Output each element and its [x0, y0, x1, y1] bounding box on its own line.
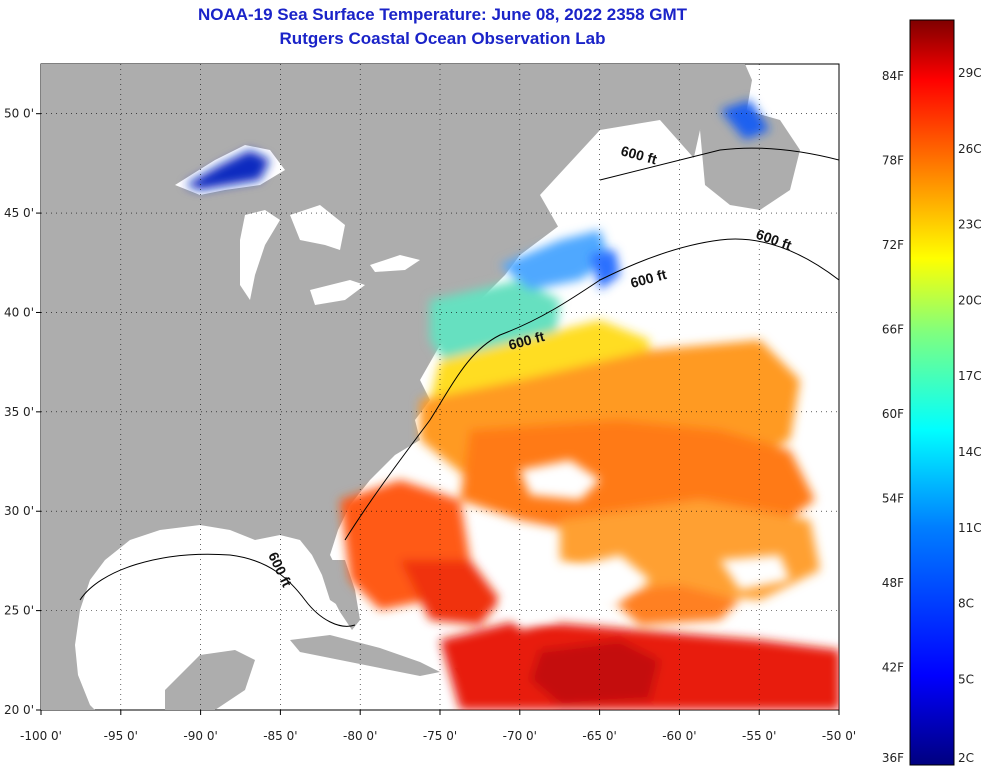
lon-tick-label: -60 0' [662, 729, 696, 743]
colorbar-c-label: 17C [958, 369, 982, 383]
colorbar-c-label: 5C [958, 672, 974, 686]
colorbar-f-label: 72F [882, 238, 904, 252]
colorbar-c-label: 20C [958, 293, 982, 307]
colorbar-c-label: 14C [958, 445, 982, 459]
lat-tick-label: 25 0' [4, 604, 34, 618]
lon-tick-label: -80 0' [343, 729, 377, 743]
lon-tick-label: -85 0' [263, 729, 297, 743]
lat-tick-label: 45 0' [4, 206, 34, 220]
lat-tick-label: 50 0' [4, 107, 34, 121]
lat-tick-label: 30 0' [4, 504, 34, 518]
lon-tick-label: -70 0' [503, 729, 537, 743]
cold-water [185, 100, 770, 290]
lon-tick-label: -95 0' [104, 729, 138, 743]
colorbar-f-label: 66F [882, 323, 904, 337]
lat-tick-label: 20 0' [4, 703, 34, 717]
land-newfoundland [700, 110, 800, 210]
map-subtitle: Rutgers Coastal Ocean Observation Lab [279, 29, 606, 48]
colorbar-c-label: 23C [958, 218, 982, 232]
lon-tick-label: -90 0' [183, 729, 217, 743]
map-content [41, 64, 839, 710]
great-lakes [175, 145, 420, 305]
land-north-america [41, 64, 752, 710]
land-yucatan [165, 650, 255, 710]
colorbar-f-label: 84F [882, 69, 904, 83]
sst-field [340, 230, 839, 710]
lon-tick-label: -55 0' [742, 729, 776, 743]
depth-contour [79, 147, 839, 627]
lon-tick-label: -75 0' [423, 729, 457, 743]
cloud-cover [500, 230, 810, 630]
colorbar-f-label: 42F [882, 661, 904, 675]
colorbar-c-label: 11C [958, 521, 982, 535]
map-grid [36, 64, 840, 715]
map-title: NOAA-19 Sea Surface Temperature: June 08… [197, 5, 688, 24]
gulf-of-mexico [85, 535, 330, 700]
colorbar-fahrenheit-labels: 84F 78F 72F 66F 60F 54F 48F 42F 36F [882, 69, 904, 765]
land-cuba [290, 635, 440, 676]
colorbar [909, 19, 955, 766]
colorbar-f-label: 36F [882, 751, 904, 765]
colorbar-f-label: 48F [882, 576, 904, 590]
lon-tick-label: -65 0' [582, 729, 616, 743]
colorbar-f-label: 60F [882, 407, 904, 421]
lon-tick-label: -50 0' [822, 729, 856, 743]
lon-tick-label: -100 0' [20, 729, 62, 743]
lat-tick-label: 35 0' [4, 405, 34, 419]
colorbar-c-label: 29C [958, 66, 982, 80]
colorbar-f-label: 54F [882, 492, 904, 506]
colorbar-c-label: 8C [958, 597, 974, 611]
latitude-axis: 20 0' 25 0' 30 0' 35 0' 40 0' 45 0' 50 0' [4, 107, 34, 717]
lat-tick-label: 40 0' [4, 305, 34, 319]
colorbar-f-label: 78F [882, 154, 904, 168]
colorbar-c-label: 26C [958, 142, 982, 156]
longitude-axis: -100 0' -95 0' -90 0' -85 0' -80 0' -75 0' -70… [20, 729, 856, 743]
colorbar-celsius-labels: 29C 26C 23C 20C 17C 14C 11C 8C 5C 2C [958, 66, 982, 765]
colorbar-c-label: 2C [958, 751, 974, 765]
